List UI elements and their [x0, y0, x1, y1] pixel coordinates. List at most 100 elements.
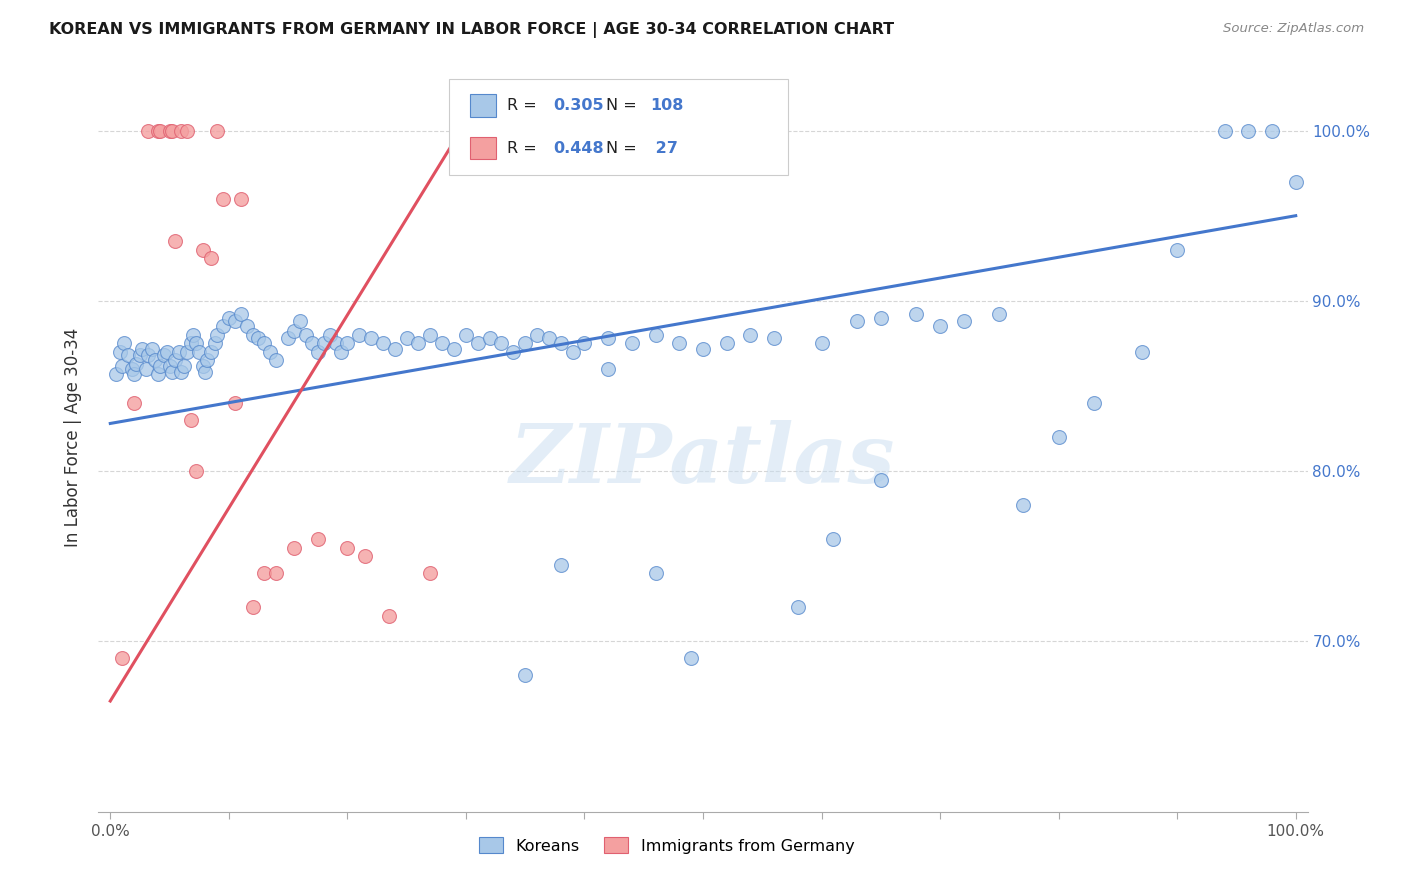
- Point: [1237, 123, 1260, 137]
- Point: [307, 345, 329, 359]
- Point: [395, 331, 418, 345]
- Point: [235, 319, 257, 334]
- Point: [197, 353, 219, 368]
- Point: [432, 336, 454, 351]
- Point: [191, 359, 214, 373]
- Point: [515, 336, 537, 351]
- Text: R =: R =: [508, 141, 541, 155]
- Point: [301, 336, 323, 351]
- Point: [188, 345, 211, 359]
- Point: [160, 123, 183, 137]
- Point: [1213, 123, 1236, 137]
- Point: [253, 336, 276, 351]
- Point: [620, 336, 643, 351]
- Point: [1047, 430, 1070, 444]
- Text: R =: R =: [508, 98, 541, 113]
- Point: [502, 345, 524, 359]
- Point: [146, 123, 169, 137]
- Point: [259, 345, 281, 359]
- Point: [283, 541, 305, 555]
- Point: [264, 353, 287, 368]
- Point: [1166, 243, 1188, 257]
- Legend: Koreans, Immigrants from Germany: Koreans, Immigrants from Germany: [472, 830, 860, 860]
- Y-axis label: In Labor Force | Age 30-34: In Labor Force | Age 30-34: [65, 327, 83, 547]
- Point: [681, 651, 703, 665]
- Point: [125, 357, 148, 371]
- FancyBboxPatch shape: [470, 95, 496, 117]
- Point: [160, 365, 183, 379]
- Point: [574, 336, 596, 351]
- Point: [264, 566, 287, 581]
- Point: [200, 252, 222, 266]
- Point: [598, 331, 620, 345]
- Point: [114, 336, 136, 351]
- Point: [378, 608, 401, 623]
- Point: [763, 331, 786, 345]
- Point: [173, 359, 195, 373]
- Point: [229, 192, 252, 206]
- Point: [136, 348, 159, 362]
- Point: [117, 348, 139, 362]
- Point: [176, 123, 198, 137]
- Point: [846, 314, 869, 328]
- Point: [247, 331, 270, 345]
- Point: [121, 362, 143, 376]
- Point: [242, 327, 264, 342]
- Point: [170, 365, 193, 379]
- Point: [318, 327, 340, 342]
- Point: [159, 359, 181, 373]
- Point: [823, 533, 845, 547]
- Point: [325, 336, 347, 351]
- Point: [644, 327, 666, 342]
- Point: [561, 345, 583, 359]
- Point: [550, 336, 572, 351]
- Point: [181, 327, 204, 342]
- Point: [336, 336, 359, 351]
- Point: [194, 365, 217, 379]
- Point: [204, 336, 226, 351]
- Point: [295, 327, 318, 342]
- Point: [384, 342, 406, 356]
- Point: [454, 327, 477, 342]
- Point: [212, 319, 235, 334]
- Point: [122, 396, 145, 410]
- Point: [598, 362, 620, 376]
- Point: [165, 353, 187, 368]
- Point: [905, 308, 928, 322]
- Point: [170, 123, 193, 137]
- Point: [184, 336, 207, 351]
- Point: [277, 331, 299, 345]
- Point: [149, 123, 172, 137]
- Point: [443, 342, 465, 356]
- Point: [131, 342, 153, 356]
- Point: [180, 413, 202, 427]
- Point: [312, 336, 335, 351]
- Point: [176, 345, 198, 359]
- Point: [1130, 345, 1153, 359]
- Point: [180, 336, 202, 351]
- Point: [159, 123, 181, 137]
- Text: N =: N =: [606, 98, 643, 113]
- Point: [515, 668, 537, 682]
- Point: [354, 549, 377, 564]
- Point: [810, 336, 832, 351]
- Text: 0.305: 0.305: [553, 98, 603, 113]
- FancyBboxPatch shape: [470, 136, 496, 160]
- Point: [1012, 498, 1035, 512]
- Point: [988, 308, 1011, 322]
- Text: 0.448: 0.448: [553, 141, 603, 155]
- Point: [491, 336, 513, 351]
- FancyBboxPatch shape: [449, 78, 787, 175]
- Point: [869, 310, 891, 325]
- Point: [550, 558, 572, 572]
- Point: [129, 348, 152, 362]
- Point: [952, 314, 974, 328]
- Point: [330, 345, 353, 359]
- Point: [135, 362, 157, 376]
- Point: [307, 533, 329, 547]
- Point: [108, 345, 131, 359]
- Point: [146, 367, 169, 381]
- Text: KOREAN VS IMMIGRANTS FROM GERMANY IN LABOR FORCE | AGE 30-34 CORRELATION CHART: KOREAN VS IMMIGRANTS FROM GERMANY IN LAB…: [49, 22, 894, 38]
- Point: [360, 331, 382, 345]
- Point: [224, 314, 246, 328]
